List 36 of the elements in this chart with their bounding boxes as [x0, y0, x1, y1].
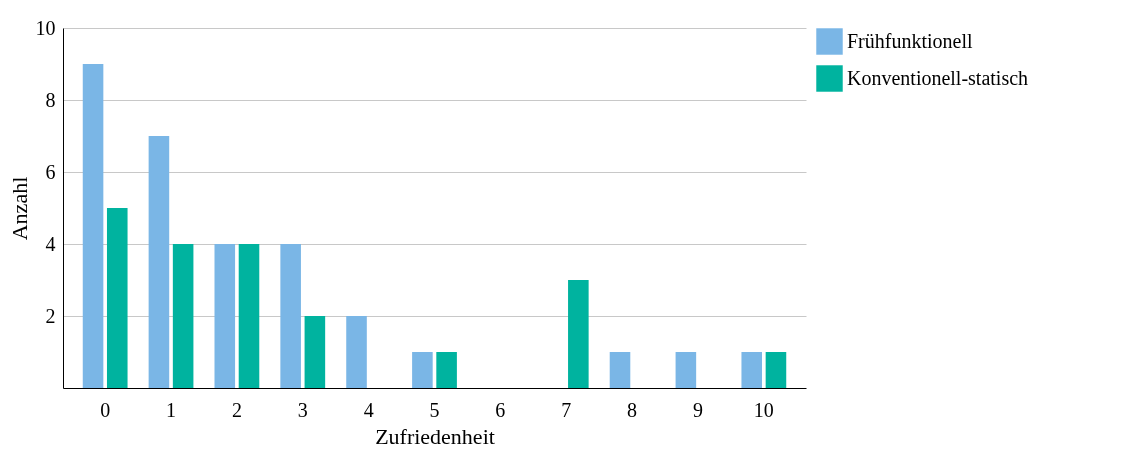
- bar: [609, 352, 631, 388]
- bar: [568, 280, 589, 388]
- x-tick-label: 2: [231, 398, 242, 421]
- bar: [765, 352, 787, 388]
- bar: [675, 352, 697, 388]
- y-tick-label: 8: [45, 88, 56, 111]
- bar: [436, 352, 457, 388]
- y-tick-label: 2: [45, 304, 56, 327]
- bar: [106, 208, 128, 388]
- bar: [412, 352, 433, 388]
- bar: [346, 316, 367, 388]
- bar: [280, 244, 301, 388]
- x-tick-label: 1: [166, 398, 177, 421]
- bar: [82, 64, 104, 388]
- x-tick-label: 9: [692, 398, 703, 421]
- x-tick-label: 0: [100, 398, 111, 421]
- y-tick-label: 4: [45, 232, 56, 255]
- y-axis-title: Anzahl: [6, 176, 32, 241]
- legend-label: Konventionell-statisch: [847, 66, 1029, 89]
- x-tick-label: 6: [495, 398, 506, 421]
- x-tick-label: 4: [363, 398, 374, 421]
- x-tick-label: 7: [561, 398, 572, 421]
- x-tick-label: 10: [753, 398, 774, 421]
- y-tick-label: 10: [35, 16, 56, 39]
- x-tick-label: 8: [627, 398, 638, 421]
- y-tick-label: 6: [45, 160, 56, 183]
- bar: [304, 316, 326, 388]
- legend-label: Frühfunktionell: [847, 29, 973, 52]
- bar: [148, 136, 170, 388]
- x-tick-label: 3: [297, 398, 308, 421]
- x-tick-label: 5: [429, 398, 440, 421]
- x-axis-title: Zufriedenheit: [375, 423, 495, 449]
- bar: [741, 352, 763, 388]
- bar: [238, 244, 260, 388]
- bar: [172, 244, 194, 388]
- bar: [214, 244, 236, 388]
